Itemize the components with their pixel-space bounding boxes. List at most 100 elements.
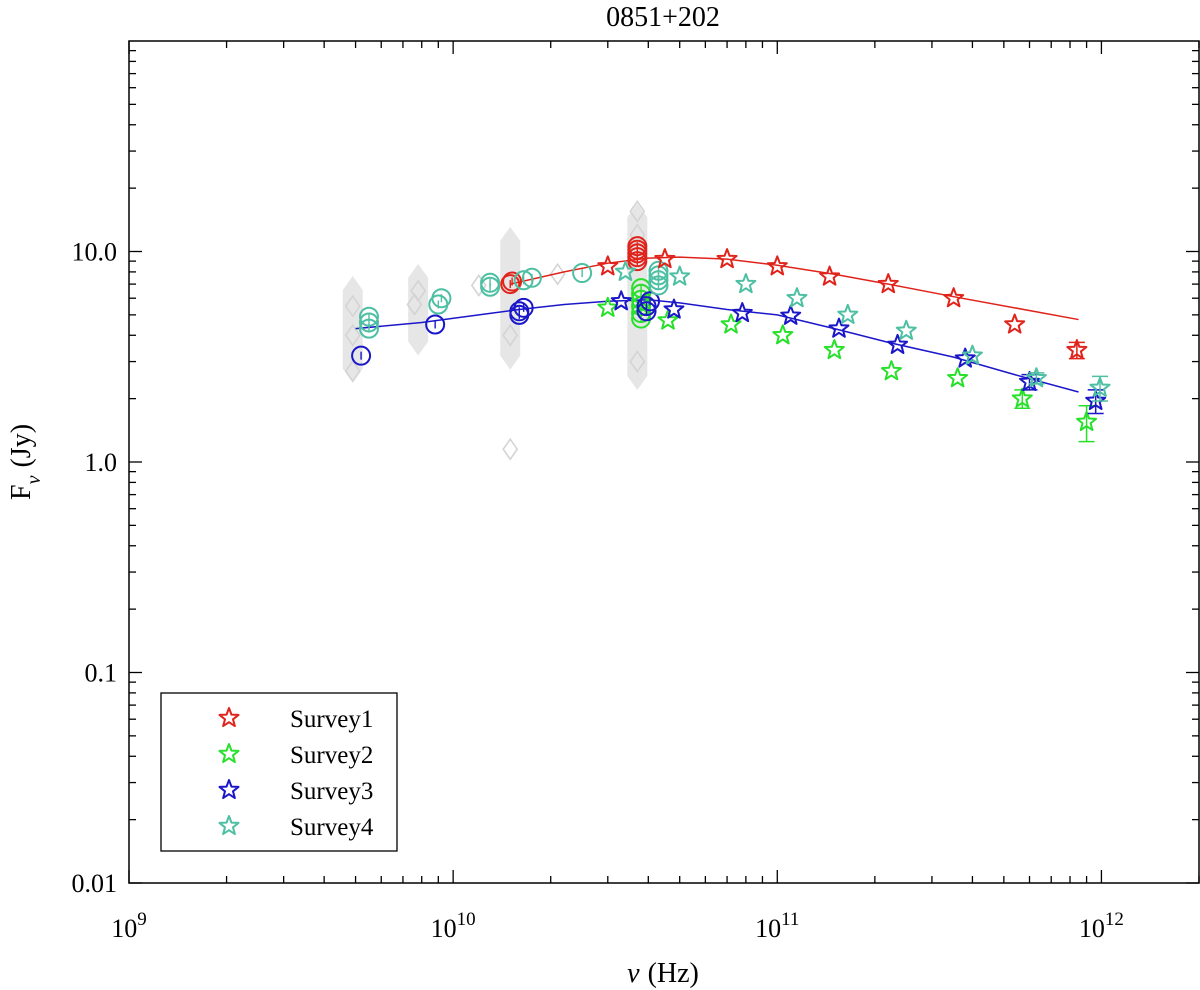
circle-point-survey3 <box>425 314 446 335</box>
x-tick-label: 1012 <box>1079 909 1124 943</box>
x-tick-label-base: 10 <box>431 914 457 943</box>
circle-point-survey4 <box>572 263 593 284</box>
star-point-survey4 <box>735 273 757 294</box>
circle-point-survey1 <box>502 271 523 292</box>
star-point-survey1 <box>877 273 899 294</box>
star-point-survey1 <box>943 287 965 308</box>
x-tick-label-exp: 9 <box>137 909 147 930</box>
x-tick-label-base: 10 <box>755 914 781 943</box>
legend-label-survey2: Survey2 <box>290 742 373 769</box>
archive-band <box>500 226 521 370</box>
x-tick-label-base: 10 <box>1079 914 1105 943</box>
archive-point <box>406 293 423 316</box>
y-axis-main: F <box>6 484 37 500</box>
legend-label-survey1: Survey1 <box>290 706 373 733</box>
star-point-survey4 <box>837 303 859 324</box>
x-tick-label: 109 <box>111 909 147 943</box>
star-point-survey1 <box>654 248 676 269</box>
star-point-survey2 <box>657 309 679 330</box>
star-point-survey3 <box>663 298 685 319</box>
x-tick-label-exp: 11 <box>781 909 799 930</box>
circle-point-survey3 <box>640 291 661 312</box>
star-point-survey2 <box>880 360 902 381</box>
circle-point-survey1 <box>627 236 648 257</box>
legend-marker-survey4 <box>218 815 240 836</box>
x-axis-unit: (Hz) <box>648 958 699 989</box>
star-point-survey2 <box>947 367 969 388</box>
star-point-survey2 <box>720 313 742 334</box>
y-tick-label: 0.01 <box>72 869 118 898</box>
archive-point <box>502 323 519 347</box>
x-axis-symbol: ν <box>627 958 640 989</box>
legend-box <box>160 692 398 852</box>
legend-label-survey3: Survey3 <box>290 778 373 805</box>
fit-curve-survey3 <box>355 298 1079 393</box>
legend: Survey1 Survey2 Survey3 Survey4 <box>160 692 398 852</box>
star-layer <box>597 248 1111 443</box>
star-point-survey3 <box>828 317 850 338</box>
archive-point <box>629 200 646 223</box>
archive-point <box>344 323 361 347</box>
circle-point-survey3 <box>509 301 530 322</box>
star-point-survey4 <box>961 344 983 365</box>
star-point-survey2 <box>823 339 845 360</box>
tick-layer <box>128 41 1200 884</box>
star-point-survey3 <box>954 347 976 368</box>
legend-marker-survey3 <box>218 779 240 800</box>
archive-point <box>344 294 361 318</box>
star-point-survey1 <box>819 265 841 286</box>
star-point-survey4 <box>614 260 636 281</box>
star-point-survey3 <box>887 333 909 354</box>
circle-point-survey4 <box>431 288 452 309</box>
star-point-survey2 <box>1011 387 1033 408</box>
archive-point <box>549 262 566 286</box>
star-point-survey1 <box>597 255 619 276</box>
legend-label-survey4: Survey4 <box>290 814 374 841</box>
star-point-survey2 <box>597 296 619 317</box>
x-tick-label: 1010 <box>431 909 476 943</box>
circle-point-survey4 <box>480 272 501 293</box>
star-point-survey3 <box>731 302 753 323</box>
circle-point-survey3 <box>351 345 372 366</box>
y-tick-label: 10.0 <box>72 238 118 267</box>
circle-point-survey1 <box>500 274 521 295</box>
svg-text:Fν(Jy): Fν (Jy) <box>6 424 45 500</box>
chart-title: 0851+202 <box>606 2 720 33</box>
star-point-survey4 <box>895 319 917 340</box>
fit-layer <box>355 256 1079 393</box>
star-point-survey3 <box>610 290 632 311</box>
y-axis-sub: ν <box>23 475 45 484</box>
y-tick-label: 0.1 <box>85 659 118 688</box>
legend-marker-survey2 <box>218 743 240 764</box>
x-tick-label-exp: 10 <box>457 909 476 930</box>
x-tick-label-base: 10 <box>111 914 137 943</box>
x-axis-title: ν (Hz) <box>627 958 699 989</box>
star-point-survey3 <box>1085 389 1107 411</box>
archive-point <box>629 350 646 373</box>
y-axis-unit: (Jy) <box>6 424 37 468</box>
star-point-survey1 <box>1066 339 1088 360</box>
circle-point-survey4 <box>358 306 379 327</box>
circle-layer <box>351 236 669 366</box>
circle-point-survey3 <box>636 296 657 317</box>
archive-point <box>410 279 427 303</box>
circle-point-survey4 <box>521 267 542 288</box>
archive-point <box>502 437 519 461</box>
x-tick-label: 1011 <box>755 909 799 943</box>
archive-layer <box>342 200 648 461</box>
star-point-survey4 <box>669 265 691 286</box>
fit-curve-survey1 <box>510 256 1079 321</box>
star-point-survey4 <box>786 287 808 308</box>
legend-marker-survey1 <box>218 707 240 728</box>
circle-point-survey3 <box>513 297 534 318</box>
y-axis-title: Fν (Jy) <box>6 424 45 500</box>
star-point-survey1 <box>766 255 788 276</box>
star-point-survey2 <box>772 324 794 345</box>
star-point-survey1 <box>716 248 738 269</box>
star-point-survey4 <box>1025 367 1047 388</box>
circle-point-survey4 <box>648 260 669 281</box>
star-point-survey4 <box>1089 376 1111 397</box>
x-tick-label-exp: 12 <box>1105 909 1124 930</box>
